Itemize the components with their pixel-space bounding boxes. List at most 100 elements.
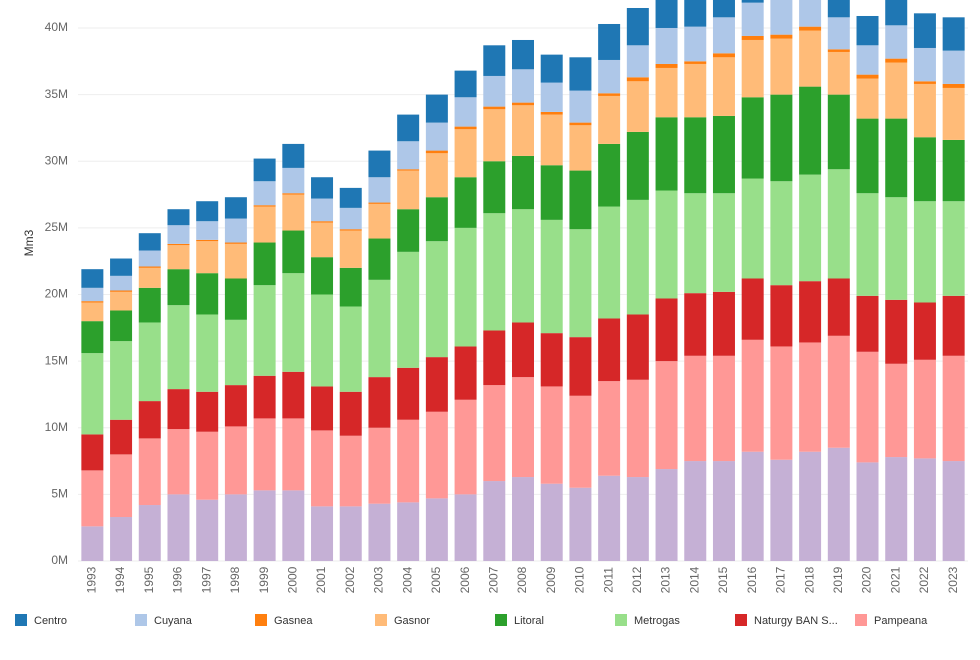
bar-segment [799, 451, 822, 561]
bar-segment [512, 105, 534, 156]
bar-segment [741, 39, 764, 98]
bar-segment [167, 243, 190, 246]
bar-segment [598, 318, 621, 382]
bar-segment [856, 295, 879, 352]
bar-segment [167, 245, 190, 270]
labels: 0M 5M 10M 15M 20M 25M 30M 35M 40M 1993 1994 1995 199… [15, 20, 960, 627]
x-tick-label: 2015 [716, 566, 730, 593]
bar-segment [224, 426, 247, 495]
bar-segment [253, 242, 276, 286]
bar-segment [454, 227, 477, 347]
bar-segment [339, 435, 362, 507]
x-tick-label: 2010 [573, 566, 587, 593]
bar-segment [569, 229, 592, 338]
bar-segment [425, 411, 448, 499]
bar-segment [425, 241, 448, 358]
bar-segment [942, 201, 965, 296]
bar-segment [598, 475, 621, 561]
x-tick-label: 2017 [774, 566, 788, 593]
bar-segment [540, 386, 563, 484]
bar-segment [311, 221, 334, 223]
bar-segment [253, 285, 276, 376]
bar-segment [799, 86, 822, 175]
bar-segment [799, 281, 822, 343]
bar-segment [196, 391, 219, 432]
bar-segment [827, 169, 850, 279]
bar-segment [799, 174, 822, 282]
bar-segment [224, 278, 247, 320]
bar-segment [598, 206, 621, 319]
x-tick-label: 2014 [687, 566, 701, 593]
bar-segment [110, 341, 133, 420]
bar-segment [741, 35, 764, 40]
bar-segment [167, 269, 190, 306]
bar-segment [770, 0, 793, 35]
bar-segment [885, 299, 908, 364]
bar-segment [81, 302, 104, 322]
bar-segment [655, 67, 678, 118]
bar-segment [311, 177, 334, 199]
bar-segment [339, 267, 362, 307]
bar-segment [311, 198, 334, 222]
bar-segment [827, 335, 850, 448]
bar-segment [454, 346, 477, 400]
bar-segment [167, 389, 190, 430]
bar-segment [339, 391, 362, 436]
x-tick-label: 2008 [515, 566, 529, 593]
bar-segment [167, 494, 190, 561]
bar-segment [827, 0, 850, 18]
bar-segment [282, 273, 305, 372]
bar-segment [655, 63, 678, 68]
bar-segment [856, 74, 879, 79]
legend-swatch [375, 614, 387, 626]
bar-segment [224, 218, 247, 243]
bar-segment [712, 57, 735, 116]
legend-swatch [15, 614, 27, 626]
bar-segment [425, 122, 448, 151]
bar-segment [110, 454, 133, 518]
x-tick-label: 2006 [458, 566, 472, 593]
bar-segment [425, 94, 448, 123]
bar-segment [626, 77, 649, 82]
bar-segment [483, 330, 506, 386]
bar-segment [770, 181, 793, 286]
bar-segment [741, 0, 764, 3]
bar-segment [196, 221, 219, 240]
bar-segment [454, 126, 477, 130]
bar-segment [110, 517, 133, 561]
bar-segment [368, 150, 391, 178]
bar-segment [483, 213, 506, 331]
bar-segment [196, 201, 219, 222]
bar-segment [196, 499, 219, 561]
bar-segment [569, 90, 592, 123]
bar-segment [942, 295, 965, 356]
bar-segment [741, 97, 764, 179]
bar-segment [942, 17, 965, 51]
x-tick-label: 2001 [314, 566, 328, 593]
bar-segment [196, 241, 219, 274]
bar-segment [196, 431, 219, 500]
x-tick-label: 1994 [113, 566, 127, 593]
legend-swatch [615, 614, 627, 626]
bar-segment [425, 150, 448, 154]
bar-segment [684, 0, 707, 27]
bar-segment [712, 355, 735, 462]
bar-segment [827, 447, 850, 561]
bar-segment [253, 206, 276, 243]
x-tick-label: 2000 [285, 566, 299, 593]
bar-segment [397, 169, 420, 171]
bar-segment [598, 93, 621, 96]
bar-segment [454, 494, 477, 561]
bar-segment [885, 58, 908, 63]
x-tick-label: 2022 [917, 566, 931, 593]
bar-segment [885, 197, 908, 300]
bar-segment [311, 257, 334, 295]
bar-segment [196, 273, 219, 315]
legend-swatch [735, 614, 747, 626]
bar-segment [339, 187, 362, 208]
bar-segment [138, 267, 161, 288]
bar-segment [856, 351, 879, 463]
bar-segment [799, 26, 822, 31]
bar-segment [913, 201, 936, 303]
x-tick-label: 2005 [429, 566, 443, 593]
